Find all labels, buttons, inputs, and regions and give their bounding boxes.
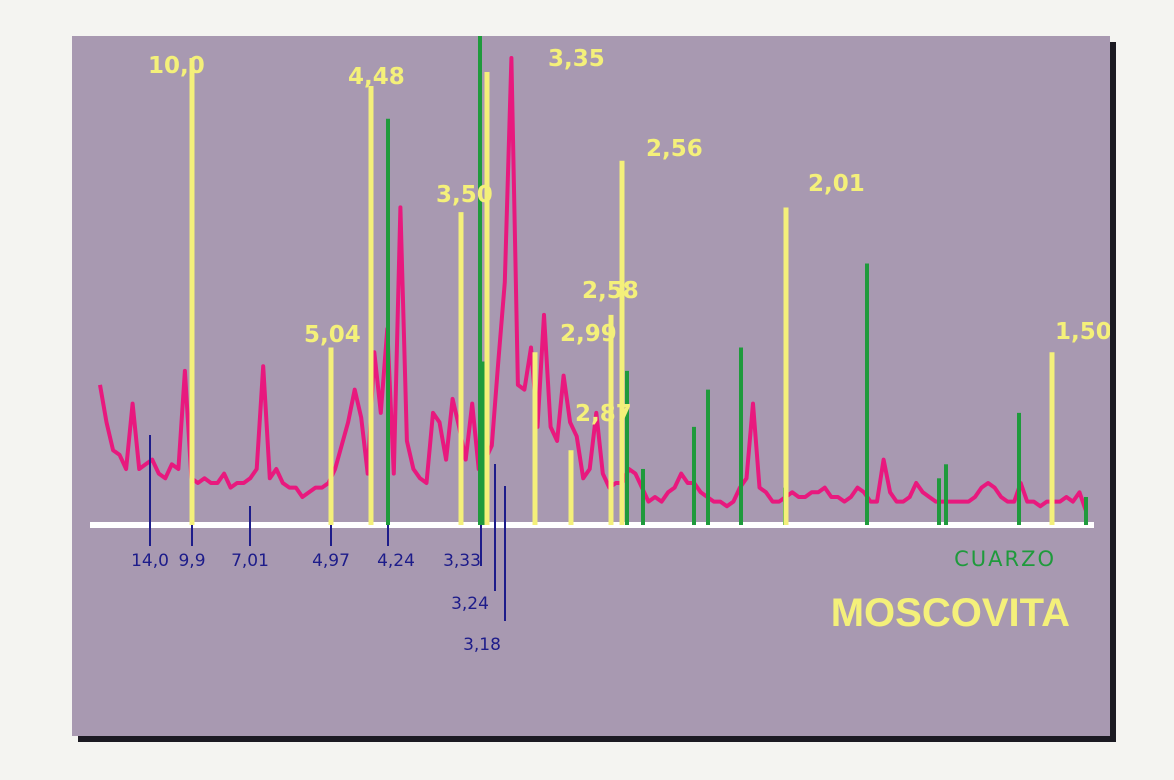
muscovite-label: 3,35 bbox=[548, 46, 605, 72]
muscovite-label: 2,58 bbox=[582, 278, 639, 304]
reference-label: 9,9 bbox=[178, 551, 205, 571]
reference-label: 4,97 bbox=[312, 551, 350, 571]
muscovite-label: 5,04 bbox=[304, 322, 361, 348]
reference-label: 14,0 bbox=[131, 551, 169, 571]
muscovite-label: 1,50 bbox=[1055, 319, 1110, 345]
legend-moscovita: MOSCOVITA bbox=[831, 591, 1070, 635]
diffractogram-chart: 14,0 9,9 7,01 4,97 4,24 3,33 3,24 3,18 10,0 5,04… bbox=[90, 36, 1110, 655]
muscovite-label: 10,0 bbox=[148, 53, 205, 79]
legend-cuarzo: CUARZO bbox=[954, 547, 1056, 571]
muscovite-label: 2,56 bbox=[646, 136, 703, 162]
muscovite-label: 3,50 bbox=[436, 182, 493, 208]
diffractogram-trace bbox=[98, 56, 1088, 512]
muscovite-label: 4,48 bbox=[348, 64, 405, 90]
reference-label: 3,24 bbox=[451, 594, 489, 614]
reference-label: 7,01 bbox=[231, 551, 269, 571]
reference-label: 4,24 bbox=[377, 551, 415, 571]
muscovite-label: 2,01 bbox=[808, 171, 865, 197]
muscovite-label: 2,99 bbox=[560, 321, 617, 347]
reference-label: 3,18 bbox=[463, 635, 501, 655]
reference-label: 3,33 bbox=[443, 551, 481, 571]
chart-slide: 14,0 9,9 7,01 4,97 4,24 3,33 3,24 3,18 10,0 5,04… bbox=[72, 36, 1110, 736]
